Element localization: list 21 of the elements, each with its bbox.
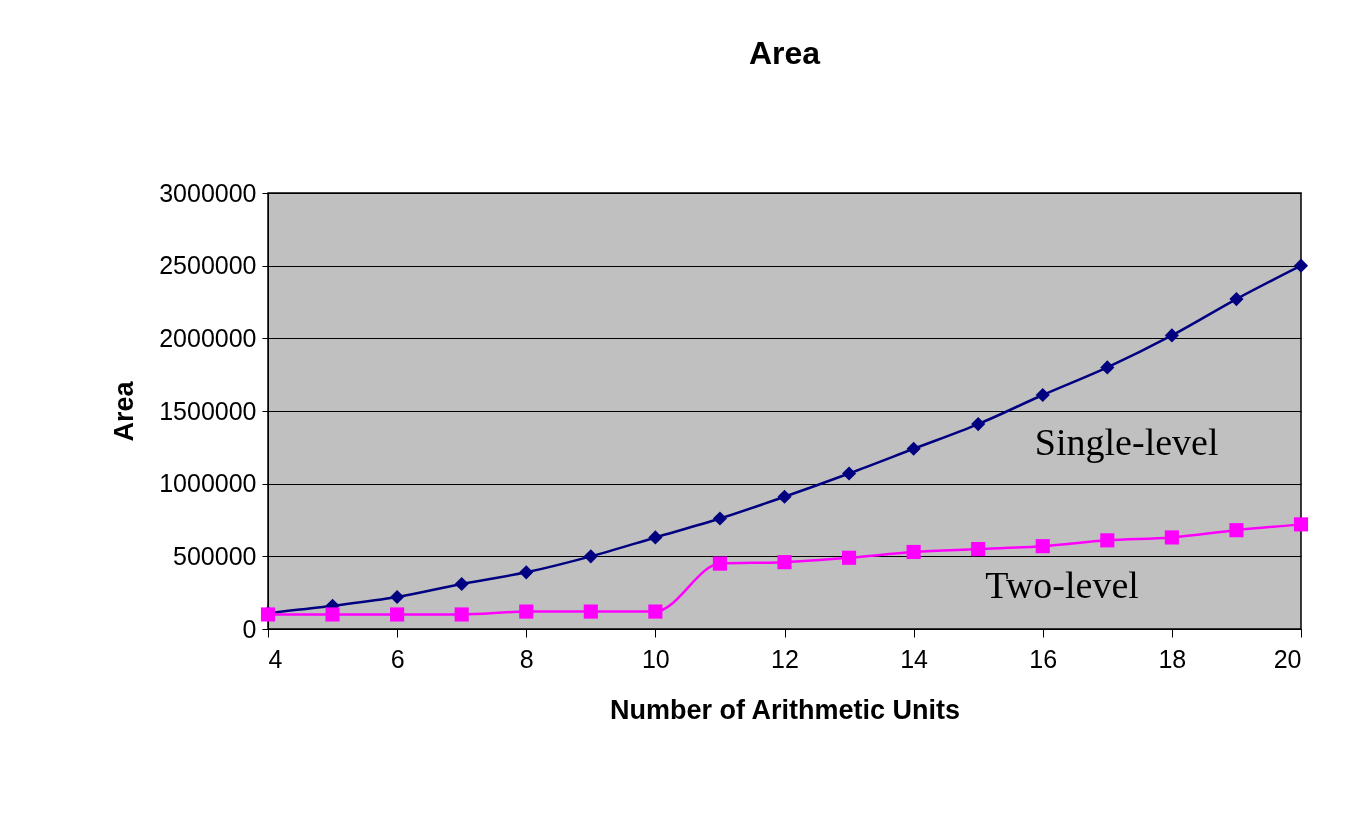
y-tick-label: 500000 xyxy=(173,541,257,570)
x-axis-title: Number of Arithmetic Units xyxy=(609,694,961,725)
series-label: Two-level xyxy=(985,563,1139,606)
x-tick-label: 14 xyxy=(900,644,929,673)
y-tick-label: 2000000 xyxy=(159,323,257,352)
x-tick-label: 12 xyxy=(771,644,799,673)
x-tick-label: 8 xyxy=(519,644,534,673)
x-tick-label: 6 xyxy=(390,644,405,673)
y-tick-label: 3000000 xyxy=(159,178,257,207)
y-tick-label: 2500000 xyxy=(159,251,257,280)
series-label: Single-level xyxy=(1034,421,1219,464)
y-axis-title: Area xyxy=(109,380,140,442)
x-tick-label: 18 xyxy=(1158,644,1187,673)
y-tick-label: 1000000 xyxy=(159,469,257,498)
x-tick-label: 10 xyxy=(641,644,670,673)
y-tick-label: 0 xyxy=(242,614,257,643)
x-tick-label: 4 xyxy=(268,644,283,673)
x-tick-label: 16 xyxy=(1029,644,1058,673)
y-tick-label: 1500000 xyxy=(159,396,257,425)
x-tick-label: 20 xyxy=(1273,644,1302,673)
chart-title: Area xyxy=(748,35,821,71)
